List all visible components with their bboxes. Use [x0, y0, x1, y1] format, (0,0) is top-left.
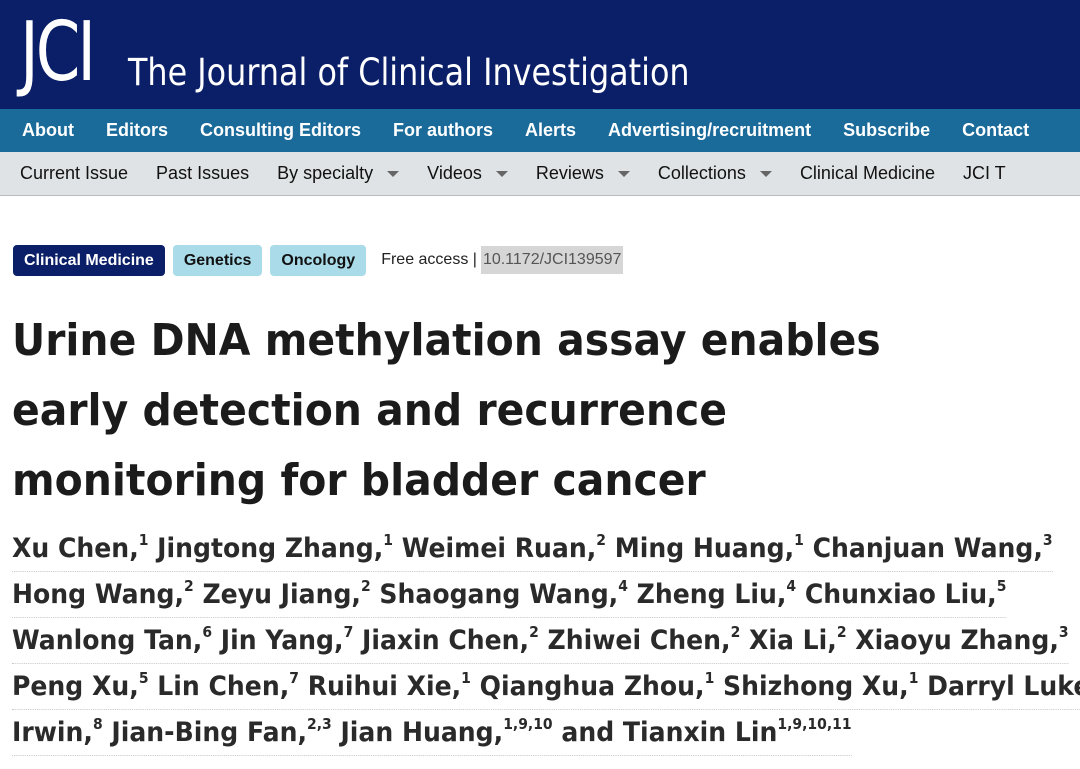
- affiliation-marker: 1: [704, 669, 715, 687]
- affiliation-marker: 1: [383, 531, 393, 549]
- affiliation-marker: 1: [138, 531, 149, 549]
- chevron-down-icon[interactable]: [495, 170, 508, 177]
- nav-link-alerts[interactable]: Alerts: [525, 120, 577, 140]
- author-name[interactable]: Hong Wang,: [12, 579, 185, 610]
- author-name[interactable]: Wanlong Tan,: [12, 625, 203, 656]
- nav-link-advertising-recruitment[interactable]: Advertising/recruitment: [608, 120, 812, 140]
- subnav-item-by-specialty[interactable]: By specialty: [263, 163, 413, 184]
- affiliation-marker: 5: [996, 577, 1007, 595]
- author-name[interactable]: Jiaxin Chen,: [362, 625, 530, 656]
- affiliation-marker: 1: [908, 669, 919, 687]
- author-name[interactable]: Xia Li,: [749, 625, 837, 656]
- nav-link-editors[interactable]: Editors: [105, 120, 168, 140]
- subnav-item-label: Current Issue: [20, 163, 129, 183]
- author-name[interactable]: Peng Xu,: [12, 671, 139, 702]
- affiliation-marker: 7: [289, 669, 299, 687]
- subnav-item-label: Videos: [427, 163, 482, 183]
- author-name[interactable]: Zheng Liu,: [636, 579, 787, 610]
- subnav-item-videos[interactable]: Videos: [413, 163, 522, 184]
- subnav-item-collections[interactable]: Collections: [644, 163, 786, 184]
- affiliation-marker: 3: [1042, 531, 1053, 549]
- jci-logo[interactable]: JCI: [20, 5, 96, 100]
- subnav-item-label: JCI T: [963, 163, 1006, 183]
- subnav-item-label: Reviews: [535, 163, 604, 183]
- author-name[interactable]: Lin Chen,: [157, 671, 290, 702]
- chevron-down-icon[interactable]: [617, 170, 630, 177]
- affiliation-marker: 2: [730, 623, 741, 641]
- author-name[interactable]: Qianghua Zhou,: [479, 671, 705, 702]
- affiliation-marker: 8: [92, 715, 103, 733]
- subnav-item-clinical-medicine[interactable]: Clinical Medicine: [786, 163, 949, 184]
- chevron-down-icon[interactable]: [387, 170, 400, 177]
- subnav-item-jci-t[interactable]: JCI T: [949, 163, 1020, 184]
- affiliation-marker: 1,9,10: [503, 715, 553, 733]
- author-name[interactable]: and Tianxin Lin: [561, 717, 778, 748]
- subnav-item-current-issue[interactable]: Current Issue: [6, 163, 142, 184]
- primary-nav: About Editors Consulting Editors For author…: [0, 109, 1080, 152]
- nav-link-for-authors[interactable]: For authors: [393, 120, 494, 140]
- author-name[interactable]: Chunxiao Liu,: [804, 579, 997, 610]
- article-tags: Clinical Medicine Genetics Oncology Free ac…: [13, 244, 624, 276]
- subnav-item-label: Collections: [657, 163, 746, 183]
- affiliation-marker: 2,3: [306, 715, 332, 733]
- nav-link-contact[interactable]: Contact: [962, 120, 1030, 140]
- doi-link[interactable]: 10.1172/JCI139597: [480, 246, 624, 274]
- affiliation-marker: 7: [343, 623, 354, 641]
- nav-link-consulting-editors[interactable]: Consulting Editors: [200, 120, 361, 140]
- author-name[interactable]: Zhiwei Chen,: [547, 625, 731, 656]
- author-name[interactable]: Shaogang Wang,: [379, 579, 619, 610]
- affiliation-marker: 2: [184, 577, 194, 595]
- author-name[interactable]: Jingtong Zhang,: [157, 533, 384, 564]
- chevron-down-icon[interactable]: [759, 170, 772, 177]
- subnav-item-label: Past Issues: [156, 163, 250, 183]
- nav-link-about[interactable]: About: [22, 120, 74, 140]
- affiliation-marker: 2: [596, 531, 606, 549]
- affiliation-marker: 1,9,10,11: [777, 715, 852, 733]
- article-title: Urine DNA methylation assay enables earl…: [12, 315, 881, 506]
- author-line: Wanlong Tan,6 Jin Yang,7 Jiaxin Chen,2 Z…: [12, 618, 1069, 664]
- author-line: Irwin,8 Jian-Bing Fan,2,3 Jian Huang,1,9…: [12, 710, 852, 756]
- author-name[interactable]: Xu Chen,: [12, 533, 139, 564]
- subnav-item-reviews[interactable]: Reviews: [522, 163, 644, 184]
- affiliation-marker: 1: [461, 669, 471, 687]
- affiliation-marker: 3: [1058, 623, 1069, 641]
- author-line: Peng Xu,5 Lin Chen,7 Ruihui Xie,1 Qiangh…: [12, 664, 1080, 710]
- tag-clinical-medicine[interactable]: Clinical Medicine: [13, 244, 165, 276]
- author-name[interactable]: Jian-Bing Fan,: [111, 717, 307, 748]
- tag-oncology[interactable]: Oncology: [270, 244, 367, 276]
- tag-genetics[interactable]: Genetics: [172, 244, 263, 276]
- affiliation-marker: 2: [360, 577, 371, 595]
- access-label: Free access |: [381, 251, 477, 268]
- author-name[interactable]: Irwin,: [12, 717, 93, 748]
- author-line: Xu Chen,1 Jingtong Zhang,1 Weimei Ruan,2…: [12, 526, 1053, 572]
- affiliation-marker: 4: [786, 577, 797, 595]
- author-name[interactable]: Jian Huang,: [340, 717, 504, 748]
- affiliation-marker: 2: [836, 623, 847, 641]
- author-name[interactable]: Weimei Ruan,: [401, 533, 597, 564]
- masthead: JCI The Journal of Clinical Investigatio…: [0, 0, 1080, 109]
- affiliation-marker: 1: [794, 531, 804, 549]
- author-name[interactable]: Ruihui Xie,: [307, 671, 462, 702]
- subnav-item-past-issues[interactable]: Past Issues: [142, 163, 263, 184]
- author-name[interactable]: Darryl Luke: [927, 671, 1080, 702]
- subnav-item-label: Clinical Medicine: [799, 163, 935, 183]
- author-list: Xu Chen,1 Jingtong Zhang,1 Weimei Ruan,2…: [12, 526, 1080, 756]
- author-name[interactable]: Chanjuan Wang,: [812, 533, 1043, 564]
- affiliation-marker: 2: [529, 623, 539, 641]
- affiliation-marker: 5: [138, 669, 149, 687]
- journal-name[interactable]: The Journal of Clinical Investigation: [128, 51, 690, 94]
- author-line: Hong Wang,2 Zeyu Jiang,2 Shaogang Wang,4…: [12, 572, 1007, 618]
- subnav-item-label: By specialty: [277, 163, 374, 183]
- affiliation-marker: 6: [202, 623, 213, 641]
- author-name[interactable]: Zeyu Jiang,: [202, 579, 361, 610]
- author-name[interactable]: Ming Huang,: [614, 533, 795, 564]
- nav-link-subscribe[interactable]: Subscribe: [843, 120, 931, 140]
- author-name[interactable]: Shizhong Xu,: [723, 671, 909, 702]
- secondary-nav: Current Issue Past Issues By specialty Vide…: [0, 152, 1080, 196]
- author-name[interactable]: Xiaoyu Zhang,: [855, 625, 1059, 656]
- author-name[interactable]: Jin Yang,: [220, 625, 344, 656]
- affiliation-marker: 4: [618, 577, 628, 595]
